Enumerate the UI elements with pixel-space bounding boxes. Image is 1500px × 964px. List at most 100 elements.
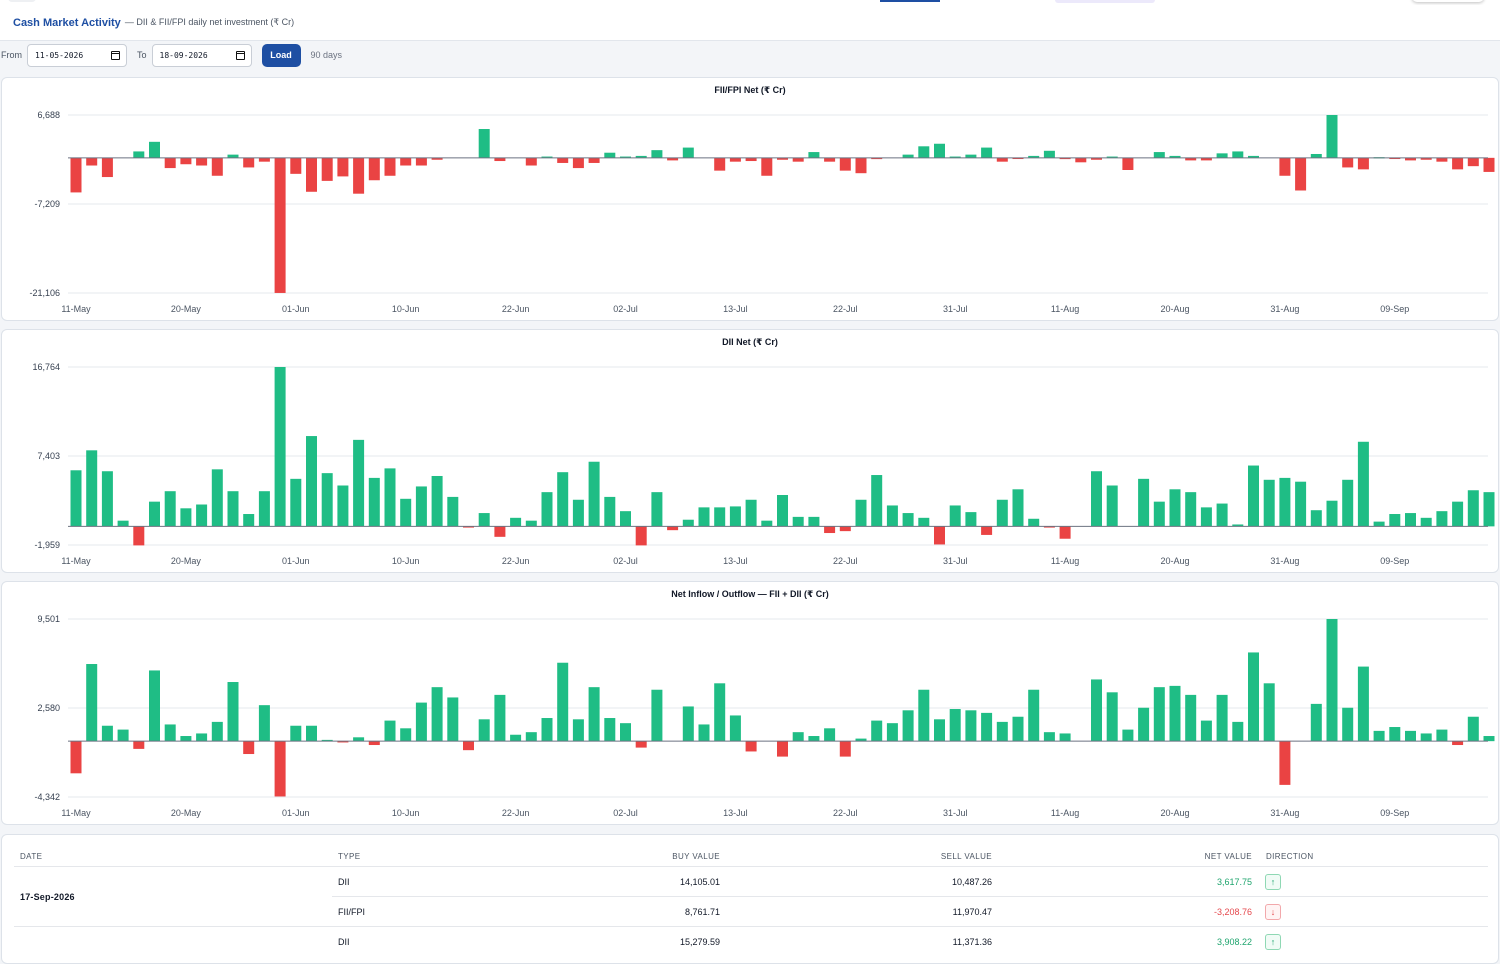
chart-bar[interactable] <box>777 741 788 757</box>
chart-bar[interactable] <box>934 526 945 545</box>
chart-bar[interactable] <box>886 723 898 742</box>
to-date-input[interactable]: 18-09-2026 <box>151 43 252 67</box>
chart-bar[interactable] <box>1357 441 1369 527</box>
chart-bar[interactable] <box>1467 716 1479 742</box>
chart-bar[interactable] <box>1389 727 1401 742</box>
chart-bar[interactable] <box>1263 479 1275 527</box>
chart-bar[interactable] <box>494 157 506 162</box>
user-menu-button[interactable] <box>1412 0 1484 2</box>
chart-bar[interactable] <box>981 526 993 535</box>
chart-bar[interactable] <box>651 492 663 527</box>
chart-bar[interactable] <box>400 498 412 527</box>
chart-bar[interactable] <box>1452 741 1464 746</box>
chart-bar[interactable] <box>290 725 302 742</box>
chart-bar[interactable] <box>384 468 396 527</box>
chart-bar[interactable] <box>258 491 270 527</box>
chart-bar[interactable] <box>1200 507 1212 527</box>
chart-bar[interactable] <box>321 473 333 527</box>
chart-bar[interactable] <box>792 157 804 162</box>
chart-bar[interactable] <box>1091 157 1102 160</box>
chart-bar[interactable] <box>290 157 302 174</box>
chart-bar[interactable] <box>1153 152 1165 158</box>
chart-bar[interactable] <box>258 705 270 742</box>
table-row[interactable]: DII 15,279.59 11,371.36 3,908.22 ↑ <box>332 926 1488 956</box>
chart-bar[interactable] <box>1075 157 1087 163</box>
chart-bar[interactable] <box>1185 157 1197 161</box>
chart-bar[interactable] <box>949 156 961 158</box>
chart-bar[interactable] <box>855 499 867 527</box>
chart-bar[interactable] <box>1012 489 1024 527</box>
chart-bar[interactable] <box>1028 518 1040 527</box>
chart-bar[interactable] <box>682 519 694 527</box>
chart-bar[interactable] <box>337 157 349 177</box>
chart-bar[interactable] <box>415 702 427 742</box>
chart-bar[interactable] <box>86 157 98 166</box>
chart-bar[interactable] <box>463 526 474 528</box>
chart-bar[interactable] <box>714 157 726 171</box>
chart-bar[interactable] <box>447 697 459 742</box>
chart-bar[interactable] <box>86 450 98 527</box>
chart-bar[interactable] <box>918 517 930 527</box>
chart-bar[interactable] <box>761 520 773 527</box>
chart-bar[interactable] <box>133 151 145 158</box>
chart-bar[interactable] <box>353 439 365 527</box>
chart-bar[interactable] <box>133 741 145 749</box>
chart-bar[interactable] <box>1420 733 1432 742</box>
chart-bar[interactable] <box>824 526 836 534</box>
chart-bar[interactable] <box>620 156 631 158</box>
chart-bar[interactable] <box>1248 155 1259 158</box>
chart-bar[interactable] <box>211 721 223 742</box>
chart-bar[interactable] <box>478 513 490 527</box>
chart-bar[interactable] <box>1012 716 1024 742</box>
chart-bar[interactable] <box>792 516 804 527</box>
chart-bar[interactable] <box>1342 707 1354 742</box>
chart-bar[interactable] <box>1452 501 1464 527</box>
chart-bar[interactable] <box>1310 153 1322 158</box>
chart-bar[interactable] <box>1326 619 1338 742</box>
chart-bar[interactable] <box>588 157 600 163</box>
chart-bar[interactable] <box>902 710 914 742</box>
chart-bar[interactable] <box>1216 503 1228 527</box>
chart-bar[interactable] <box>180 736 192 742</box>
chart-bar[interactable] <box>651 689 663 742</box>
chart-bar[interactable] <box>1326 500 1338 527</box>
chart-bar[interactable] <box>117 520 129 527</box>
chart-bar[interactable] <box>1232 151 1244 158</box>
chart-bar[interactable] <box>934 719 945 742</box>
chart-bar[interactable] <box>729 506 741 527</box>
chart-bar[interactable] <box>384 720 396 742</box>
chart-bar[interactable] <box>1405 157 1416 161</box>
chart-bar[interactable] <box>902 513 914 527</box>
chart-bar[interactable] <box>620 723 631 742</box>
chart-bar[interactable] <box>306 436 317 527</box>
chart-bar[interactable] <box>1389 514 1401 527</box>
chart-bar[interactable] <box>463 741 474 751</box>
chart-bar[interactable] <box>211 469 223 527</box>
chart-bar[interactable] <box>729 157 741 162</box>
chart-bar[interactable] <box>557 472 569 527</box>
chart-bar[interactable] <box>337 485 349 527</box>
chart-bar[interactable] <box>996 157 1008 162</box>
chart-bar[interactable] <box>996 721 1008 742</box>
chart-bar[interactable] <box>510 517 522 527</box>
chart-bar[interactable] <box>667 526 679 531</box>
chart-bar[interactable] <box>1028 155 1040 158</box>
chart-bar[interactable] <box>1106 485 1118 527</box>
chart-bar[interactable] <box>635 741 647 748</box>
chart-bar[interactable] <box>588 461 600 527</box>
chart-bar[interactable] <box>572 157 584 169</box>
chart-bar[interactable] <box>824 157 836 162</box>
chart-bar[interactable] <box>1122 729 1134 742</box>
chart-bar[interactable] <box>196 504 208 527</box>
chart-bar[interactable] <box>1138 478 1150 527</box>
chart-bar[interactable] <box>698 507 710 527</box>
chart-bar[interactable] <box>667 157 679 161</box>
chart-bar[interactable] <box>1043 732 1055 742</box>
chart-bar[interactable] <box>478 129 490 158</box>
chart-bar[interactable] <box>1248 465 1259 527</box>
chart-bar[interactable] <box>1373 521 1385 527</box>
chart-bar[interactable] <box>1467 157 1479 167</box>
chart-bar[interactable] <box>604 718 616 742</box>
chart-bar[interactable] <box>164 724 176 742</box>
chart-bar[interactable] <box>871 157 883 160</box>
